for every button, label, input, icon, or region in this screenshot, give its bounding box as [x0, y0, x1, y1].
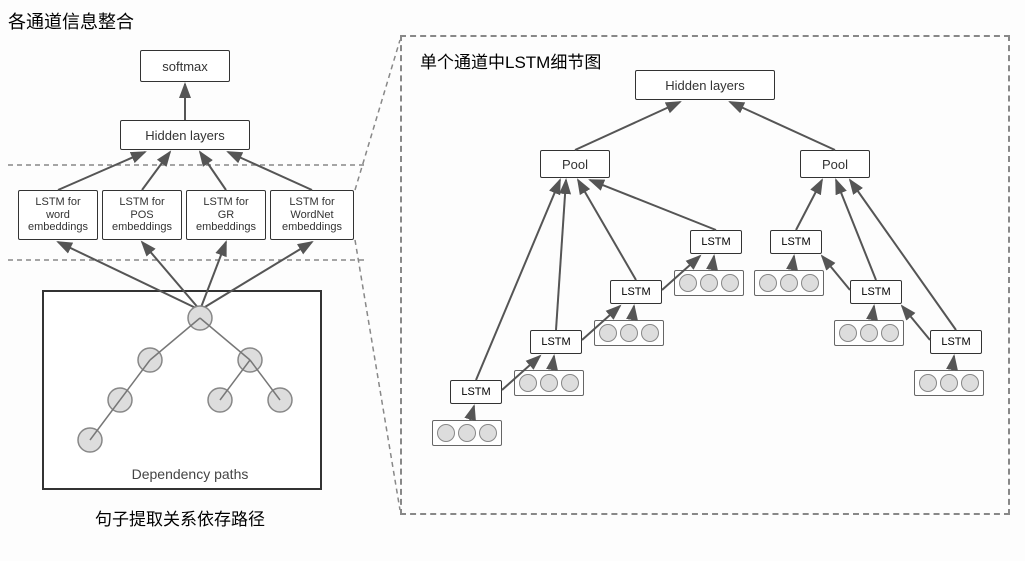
- emb-l2: [514, 370, 584, 396]
- lstm-r2: LSTM: [850, 280, 902, 304]
- title-right: 单个通道中LSTM细节图: [420, 48, 601, 73]
- softmax-box: softmax: [140, 50, 230, 82]
- pool-left: Pool: [540, 150, 610, 178]
- lstm-l4: LSTM: [690, 230, 742, 254]
- emb-l4: [674, 270, 744, 296]
- emb-r3: [914, 370, 984, 396]
- lstm-l2: LSTM: [530, 330, 582, 354]
- pool-right: Pool: [800, 150, 870, 178]
- channel-pos: LSTM for POS embeddings: [102, 190, 182, 240]
- title-left: 各通道信息整合: [8, 8, 134, 34]
- emb-r2: [834, 320, 904, 346]
- hidden-layers-left: Hidden layers: [120, 120, 250, 150]
- dependency-paths-box: [42, 290, 322, 490]
- lstm-l1: LSTM: [450, 380, 502, 404]
- bottom-caption: 句子提取关系依存路径: [95, 505, 265, 530]
- lstm-l3: LSTM: [610, 280, 662, 304]
- emb-l1: [432, 420, 502, 446]
- dependency-paths-label: Dependency paths: [120, 466, 260, 482]
- emb-r1: [754, 270, 824, 296]
- channel-wordnet: LSTM for WordNet embeddings: [270, 190, 354, 240]
- channel-gr: LSTM for GR embeddings: [186, 190, 266, 240]
- lstm-r3: LSTM: [930, 330, 982, 354]
- channel-word: LSTM for word embeddings: [18, 190, 98, 240]
- lstm-r1: LSTM: [770, 230, 822, 254]
- hidden-layers-right: Hidden layers: [635, 70, 775, 100]
- emb-l3: [594, 320, 664, 346]
